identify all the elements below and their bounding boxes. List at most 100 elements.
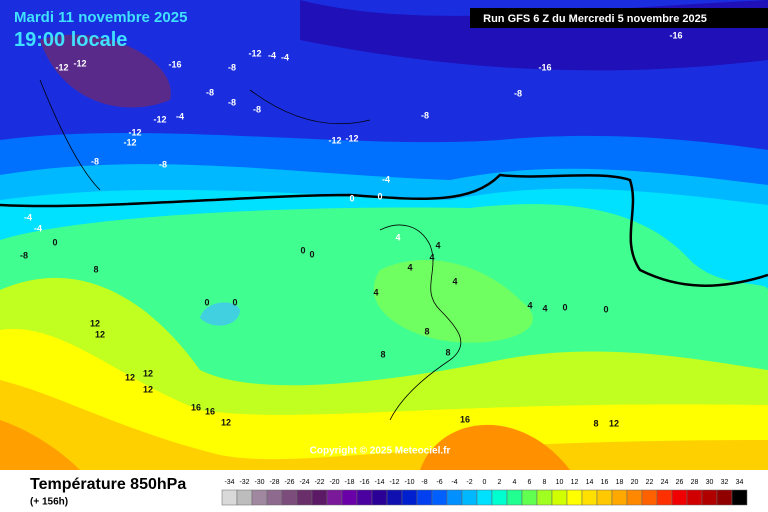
run-box xyxy=(470,8,768,28)
contour-label: 8 xyxy=(380,349,385,359)
scale-swatch xyxy=(611,489,628,506)
field-blob xyxy=(200,302,240,326)
map-time: 19:00 locale xyxy=(14,29,127,51)
contour-label: -4 xyxy=(34,223,42,233)
contour-label: -4 xyxy=(382,174,390,184)
field-band xyxy=(373,260,533,343)
scale-swatch xyxy=(596,489,613,506)
contour-label: -8 xyxy=(514,88,522,98)
contour-label: 16 xyxy=(205,406,215,416)
scale-swatch xyxy=(401,489,418,506)
scale-label: 20 xyxy=(631,479,639,486)
contour-label: 4 xyxy=(527,300,532,310)
scale-swatch xyxy=(551,489,568,506)
scale-swatch xyxy=(521,489,538,506)
run-info: Run GFS 6 Z du Mercredi 5 novembre 2025 xyxy=(483,13,707,25)
contour-label: 12 xyxy=(90,318,100,328)
contour-label: -16 xyxy=(538,62,551,72)
scale-swatch xyxy=(296,489,313,506)
contour-label: -8 xyxy=(253,104,261,114)
contour-label: -12 xyxy=(153,114,166,124)
contour-label: -4 xyxy=(281,52,289,62)
scale-swatch xyxy=(386,489,403,506)
scale-swatch xyxy=(221,489,238,506)
scale-label: 2 xyxy=(498,479,502,486)
scale-label: -24 xyxy=(299,479,309,486)
contour-label: -12 xyxy=(248,48,261,58)
scale-label: -28 xyxy=(269,479,279,486)
scale-swatch xyxy=(701,489,718,506)
contour-label: 0 xyxy=(377,191,382,201)
contour-label: -12 xyxy=(328,135,341,145)
contour-label: -12 xyxy=(128,127,141,137)
scale-swatch xyxy=(476,489,493,506)
field-band xyxy=(0,380,768,470)
contour-label: 12 xyxy=(125,372,135,382)
contour-label: 0 xyxy=(52,237,57,247)
scale-swatch xyxy=(266,489,283,506)
contour-label: 8 xyxy=(593,418,598,428)
contour-label: 4 xyxy=(373,287,378,297)
contour-label: 4 xyxy=(429,252,434,262)
scale-label: 14 xyxy=(586,479,594,486)
contour-label: 8 xyxy=(424,326,429,336)
scale-label: 4 xyxy=(513,479,517,486)
scale-label: 16 xyxy=(601,479,609,486)
contour-label: 4 xyxy=(407,262,412,272)
contour-label: -8 xyxy=(228,62,236,72)
contour-label: 16 xyxy=(191,402,201,412)
scale-swatch xyxy=(251,489,268,506)
contour-label: 4 xyxy=(395,232,400,242)
scale-swatch xyxy=(566,489,583,506)
scale-label: 34 xyxy=(736,479,744,486)
scale-label: 8 xyxy=(543,479,547,486)
scale-label: -34 xyxy=(224,479,234,486)
contour-label: -4 xyxy=(24,212,32,222)
scale-label: -4 xyxy=(451,479,457,486)
contour-label: 8 xyxy=(445,347,450,357)
scale-label: -18 xyxy=(344,479,354,486)
lead-time: (+ 156h) xyxy=(30,497,68,508)
scale-swatch xyxy=(311,489,328,506)
contour-label: 12 xyxy=(221,417,231,427)
scale-label: 18 xyxy=(616,479,624,486)
scale-swatch xyxy=(686,489,703,506)
contour-label: -12 xyxy=(345,133,358,143)
field-band xyxy=(0,328,768,470)
scale-label: -12 xyxy=(389,479,399,486)
coastline xyxy=(39,79,371,191)
scale-swatch xyxy=(491,489,508,506)
scale-swatch xyxy=(641,489,658,506)
scale-label: 26 xyxy=(676,479,684,486)
field-coldest xyxy=(40,34,171,108)
scale-label: -22 xyxy=(314,479,324,486)
contour-label: -12 xyxy=(123,137,136,147)
scale-label: 32 xyxy=(721,479,729,486)
scale-label: -26 xyxy=(284,479,294,486)
contour-label: 4 xyxy=(435,240,440,250)
contour-label: 4 xyxy=(452,276,457,286)
contour-label: -16 xyxy=(669,30,682,40)
contour-label: -8 xyxy=(20,250,28,260)
scale-label: -8 xyxy=(421,479,427,486)
contour-label: 0 xyxy=(562,302,567,312)
scale-label: -20 xyxy=(329,479,339,486)
contour-label: 0 xyxy=(603,304,608,314)
scale-label: -10 xyxy=(404,479,414,486)
scale-swatch xyxy=(326,489,343,506)
contour-label: 8 xyxy=(93,264,98,274)
map-date: Mardi 11 novembre 2025 xyxy=(14,9,187,26)
scale-label: 0 xyxy=(483,479,487,486)
scale-swatch xyxy=(341,489,358,506)
scale-swatch xyxy=(356,489,373,506)
map-field xyxy=(0,0,768,470)
scale-swatch xyxy=(281,489,298,506)
contour-label: -8 xyxy=(91,156,99,166)
contour-label: 12 xyxy=(609,418,619,428)
scale-swatch xyxy=(506,489,523,506)
contour-label: 0 xyxy=(204,297,209,307)
contour-label: -4 xyxy=(176,111,184,121)
contour-label: -8 xyxy=(159,159,167,169)
